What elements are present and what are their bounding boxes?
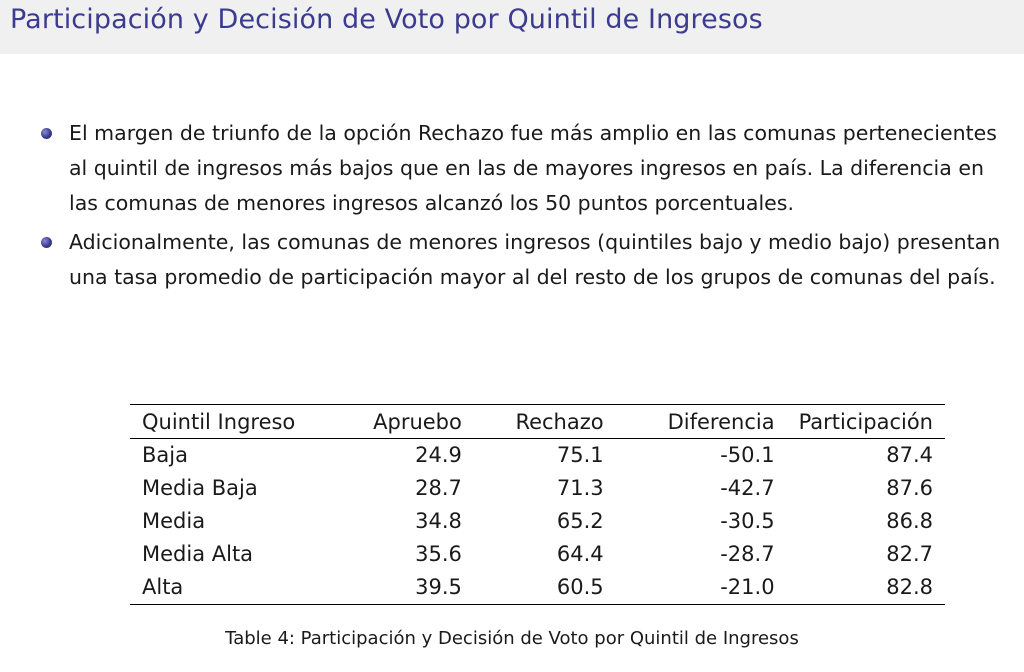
- bullet-dot-icon: [41, 237, 52, 248]
- table-cell: 86.8: [886, 509, 933, 533]
- table-cell: 64.4: [556, 542, 604, 566]
- table-row: Baja 24.9 75.1 -50.1 87.4: [130, 439, 945, 473]
- table-cell: 65.2: [556, 509, 604, 533]
- bullet-text: Adicionalmente, las comunas de menores i…: [69, 230, 1001, 289]
- table-row: Alta 39.5 60.5 -21.0 82.8: [130, 571, 945, 605]
- column-header: Diferencia: [667, 409, 775, 434]
- table-row: Media Alta 35.6 64.4 -28.7 82.7: [130, 538, 945, 571]
- bullet-item: Adicionalmente, las comunas de menores i…: [40, 225, 1010, 295]
- column-header: Apruebo: [373, 409, 462, 434]
- table-cell: 71.3: [556, 476, 604, 500]
- table-cell: 39.5: [415, 575, 462, 599]
- bullet-list: El margen de triunfo de la opción Rechaz…: [40, 116, 1010, 299]
- table-cell: -30.5: [720, 509, 775, 533]
- data-table-container: Quintil Ingreso Apruebo Rechazo Diferenc…: [130, 404, 945, 605]
- table-cell: 60.5: [556, 575, 604, 599]
- table-cell: -42.7: [720, 476, 775, 500]
- table-cell: Alta: [142, 575, 184, 599]
- table-cell: Media Alta: [142, 542, 254, 566]
- table-header-row: Quintil Ingreso Apruebo Rechazo Diferenc…: [130, 404, 945, 439]
- table-cell: 87.6: [886, 476, 933, 500]
- table-cell: 28.7: [415, 476, 462, 500]
- data-table: Quintil Ingreso Apruebo Rechazo Diferenc…: [130, 404, 945, 605]
- bullet-dot-icon: [41, 128, 52, 139]
- table-cell: -28.7: [720, 542, 775, 566]
- table-cell: 24.9: [415, 443, 462, 467]
- table-cell: -50.1: [720, 443, 775, 467]
- column-header: Participación: [798, 409, 933, 434]
- table-cell: Baja: [142, 443, 188, 467]
- table-caption: Table 4: Participación y Decisión de Vot…: [225, 628, 799, 649]
- table-cell: -21.0: [720, 575, 775, 599]
- slide-title-bar: Participación y Decisión de Voto por Qui…: [0, 0, 1024, 54]
- table-cell: 82.8: [886, 575, 933, 599]
- column-header: Quintil Ingreso: [142, 409, 296, 434]
- table-cell: 75.1: [556, 443, 604, 467]
- bullet-text: El margen de triunfo de la opción Rechaz…: [69, 121, 997, 215]
- table-cell: 82.7: [886, 542, 933, 566]
- slide-title: Participación y Decisión de Voto por Qui…: [10, 4, 763, 35]
- column-header: Rechazo: [515, 409, 604, 434]
- bullet-item: El margen de triunfo de la opción Rechaz…: [40, 116, 1010, 221]
- table-row: Media Baja 28.7 71.3 -42.7 87.6: [130, 472, 945, 505]
- table-row: Media 34.8 65.2 -30.5 86.8: [130, 505, 945, 538]
- table-cell: 87.4: [886, 443, 933, 467]
- table-cell: 34.8: [415, 509, 462, 533]
- table-cell: Media Baja: [142, 476, 258, 500]
- table-cell: 35.6: [415, 542, 462, 566]
- table-cell: Media: [142, 509, 206, 533]
